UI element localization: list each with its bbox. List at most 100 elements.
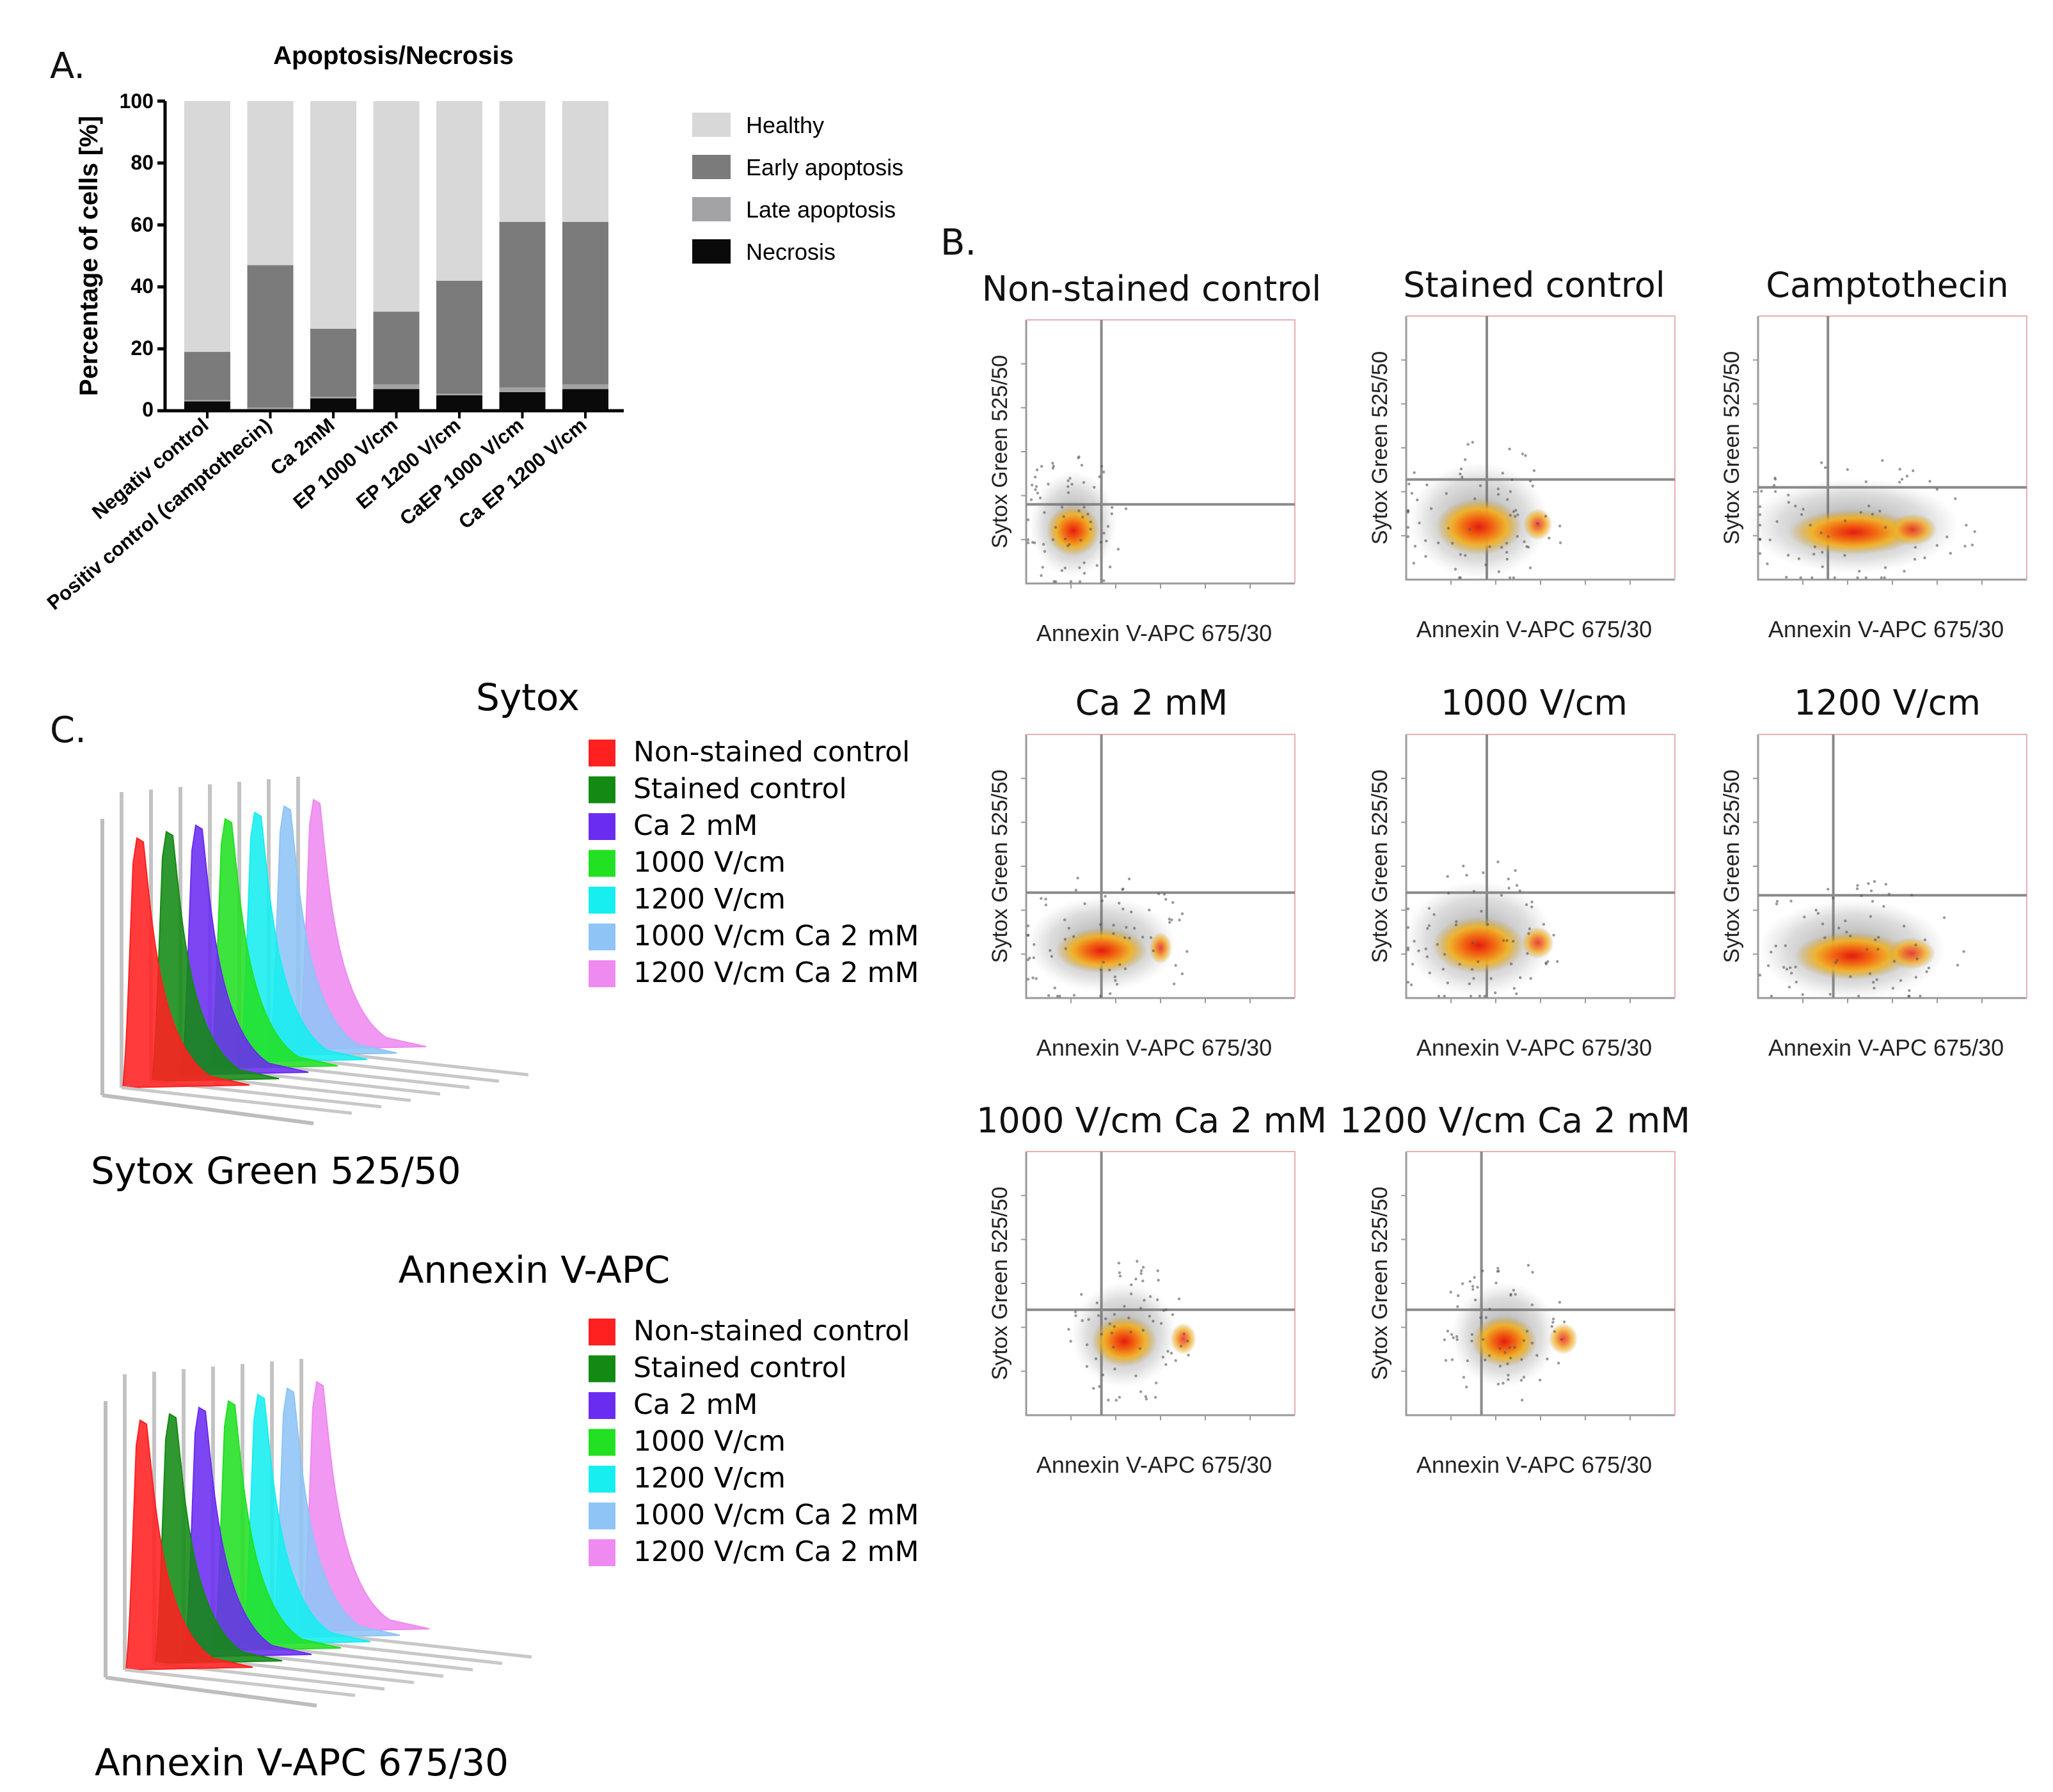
flow-plot-event-dot [1450,1358,1454,1361]
bar-segment-late-apoptosis [184,400,230,402]
bar-segment-healthy [436,101,482,281]
flow-plot-event-dot [1530,1303,1534,1306]
flow-plot-event-dot [1031,484,1034,487]
flow-plot-event-dot [1775,520,1779,523]
bar-segment-late-apoptosis [436,393,482,395]
flow-plot-event-dot [1774,944,1777,948]
flow-plot-event-dot [1464,553,1467,557]
flow-plot-event-dot [1914,546,1917,549]
flow-plot-event-dot [1898,468,1901,471]
flow-plot-density [1887,937,1936,969]
bar-stacks [184,101,608,411]
flow-plot-event-dot [1108,1322,1111,1326]
panel-c-histograms: C. Sytox Non-stained control Stained contr… [50,676,919,1784]
histogram-legend-label: 1200 V/cm Ca 2 mM [633,1535,919,1568]
flow-plot-event-dot [1468,982,1471,985]
flow-plot-event-dot [1108,566,1112,569]
flow-plot-event-dot [1034,488,1037,491]
flow-plot-event-dot [1047,994,1050,997]
flow-plot-event-dot [1180,972,1184,976]
flow-plot-axes [1025,1152,1295,1416]
flow-plot-event-dot [1965,523,1968,527]
flow-plot-event-dot [1066,491,1070,495]
flow-plot-event-dot [1085,1365,1089,1368]
flow-plot-event-dot [1047,482,1050,486]
flow-plot-event-dot [1115,983,1119,986]
flow-plot-event-dot [1507,887,1510,890]
flow-plot-event-dot [1118,1271,1122,1274]
flow-plot-event-dot [1849,975,1852,978]
flow-plot-event-dot [1454,567,1457,571]
flow-plot-event-dot [1130,1283,1133,1287]
flow-plot-event-dot [1026,538,1030,541]
flow-plot-event-dot [1479,1316,1482,1319]
flow-plot-event-dot [1768,538,1772,542]
flow-plot-event-dot [1444,1359,1448,1362]
flow-plot-event-dot [1903,569,1906,573]
flow-plot-event-dot [1508,447,1511,451]
flow-plot-event-dot [1923,938,1927,942]
flow-plot-event-dot [1082,561,1086,564]
flow-plot-title: 1000 V/cm [1441,683,1628,723]
flow-plot-event-dot [1954,497,1957,500]
flow-plot-x-label: Annexin V-APC 675/30 [1036,1452,1272,1478]
bar-legend: Healthy Early apoptosis Late apoptosis Necr… [692,112,903,265]
flow-plot-event-dot [1052,580,1056,583]
histogram-x-label: Sytox Green 525/50 [91,1149,461,1193]
flow-plot-event-dot [1773,476,1777,480]
flow-plot-density [1091,1316,1157,1367]
flow-plot-event-dot [1134,1277,1137,1281]
flow-plot-event-dot [1973,530,1976,534]
flow-plot-title: 1000 V/cm Ca 2 mM [976,1100,1327,1141]
flow-plot-axes [1405,1152,1675,1416]
flow-plot-event-dot [1032,956,1036,960]
bar-legend-label: Late apoptosis [746,196,896,223]
flow-plot-event-dot [1518,889,1521,892]
flow-plot-event-dot [1473,1298,1477,1302]
flow-plot-event-dot [1868,972,1872,975]
flow-plot-event-dot [1164,1363,1168,1367]
flow-plot-event-dot [1528,566,1532,569]
flow-plot-event-dot [1500,894,1503,897]
flow-plot-event-dot [1426,927,1429,930]
flow-plot-x-label: Annexin V-APC 675/30 [1416,1035,1652,1061]
flow-plot-event-dot [1883,566,1887,569]
flow-plot-event-dot [1458,962,1461,966]
histogram-legend-swatch [589,887,615,914]
flow-plot-event-dot [1788,966,1792,969]
flow-plot-event-dot [1130,910,1133,914]
flow-plot-density [1471,1316,1537,1367]
flow-plot-event-dot [1457,576,1461,580]
bar-segment-necrosis [562,389,608,411]
flow-plot-event-dot [1509,490,1512,493]
bar-y-tick-label: 60 [131,213,154,236]
flow-plot-event-dot [1505,557,1509,561]
flow-plot-density [1794,932,1910,980]
flow-plot-event-dot [1970,543,1974,547]
histogram-legend-swatch [589,1466,615,1493]
flow-plot-event-dot [1413,544,1417,548]
flow-plot-event-dot [1077,509,1081,512]
flow-plot-event-dot [1102,470,1106,474]
flow-plot-event-dot [1819,531,1823,535]
flow-plot-event-dot [1871,512,1875,516]
flow-plot-title: Stained control [1403,265,1665,305]
flow-plot-event-dot [1178,918,1181,922]
flow-plot-event-dot [1869,915,1873,918]
flow-plot-event-dot [1456,1305,1459,1308]
flow-plot-event-dot [1908,994,1911,998]
flow-plot-event-dot [1095,564,1099,567]
flow-plot-event-dot [1505,498,1509,502]
flow-plot-event-dot [1157,892,1161,896]
flow-plot-event-dot [1412,562,1416,565]
flow-plot-event-dot [1542,923,1546,926]
flow-plot-event-dot [1874,938,1877,942]
histogram-legend-swatch [589,776,615,804]
histogram-legend-swatch [589,1392,615,1419]
flow-plot-event-dot [1821,551,1824,554]
flow-plot-event-dot [1098,475,1101,479]
flow-plot-event-dot [1085,1343,1089,1346]
flow-plot-event-dot [1092,1386,1095,1390]
flow-plot-event-dot [1514,509,1518,512]
bar-segment-late-apoptosis [499,387,546,392]
